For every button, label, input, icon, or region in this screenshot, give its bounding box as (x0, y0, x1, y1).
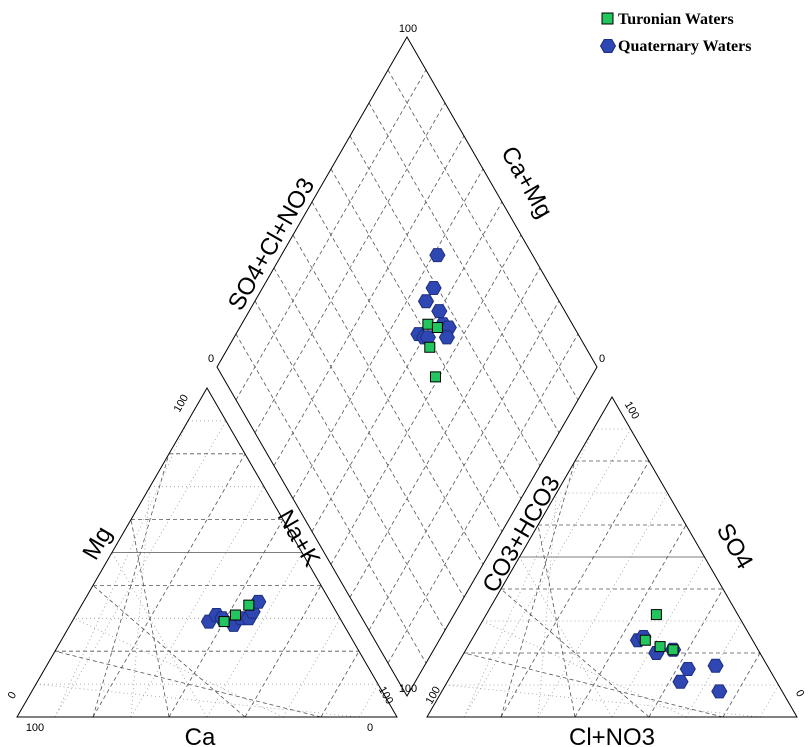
cation-grid-line (244, 585, 322, 718)
anion-left-axis-label: CO3+HCO3 (477, 471, 565, 597)
turonian-cation-point (230, 609, 241, 621)
anion-grid-line (611, 556, 705, 718)
anion-tick-right-side: 0 (793, 688, 806, 699)
anion-tick-left-base: 100 (424, 685, 444, 707)
diamond-grid-line (368, 102, 560, 433)
anion-grid-line (463, 428, 594, 718)
anion-grid-line (500, 588, 650, 718)
cation-bottom-axis-label: Ca (185, 724, 216, 747)
cation-grid-line (358, 683, 379, 718)
anion-grid-line (463, 652, 724, 718)
diamond-grid-line (292, 168, 484, 499)
diamond-grid-line (254, 300, 446, 631)
diamond-left-axis-label: SO4+Cl+NO3 (223, 173, 320, 315)
cation-grid-line (35, 683, 360, 718)
cation-tick-left-side: 0 (6, 690, 19, 701)
anion-grid-line (537, 492, 557, 718)
turonian-anion-point (639, 634, 651, 646)
diamond-tick-left: 0 (208, 353, 214, 365)
diamond-grid-line (387, 333, 579, 664)
diamond-tick-top: 100 (399, 23, 417, 35)
cation-grid-line (206, 552, 303, 718)
cation-tick-bottom-right: 0 (367, 722, 373, 734)
quaternary-anion-point (672, 674, 689, 689)
frame-layer (16, 35, 798, 718)
anion-right-axis-label: SO4 (711, 519, 758, 574)
turonian-legend-label: Turonian Waters (618, 11, 734, 28)
anion-grid-line (519, 556, 613, 718)
diamond-grid-line (387, 69, 579, 401)
cation-grid-line (130, 519, 170, 718)
points-layer (200, 248, 728, 699)
turonian-diamond-point (422, 318, 434, 330)
diamond-right-axis-label: Ca+Mg (495, 142, 557, 223)
cation-grid-line (282, 618, 341, 718)
cation-grid-line (73, 617, 284, 718)
diamond-grid-line (292, 234, 484, 565)
quaternary-anion-point (707, 658, 724, 673)
cation-grid-line (320, 650, 360, 718)
diamond-grid-line (349, 135, 541, 466)
diamond-tick-right: 0 (599, 353, 605, 365)
cation-grid-line (92, 585, 246, 718)
cation-grid-line (54, 420, 227, 718)
anion-grid-line (685, 620, 742, 718)
cation-grid-line (130, 486, 151, 718)
quaternary-diamond-point (429, 248, 446, 263)
diamond-grid-line (349, 267, 541, 598)
anion-grid-line (648, 588, 724, 718)
turonian-anion-point (650, 609, 662, 621)
cation-left-axis-label: Mg (77, 522, 117, 564)
turonian-legend-marker (601, 12, 614, 25)
turonian-diamond-point (424, 341, 436, 353)
diamond-frame (216, 35, 598, 697)
diamond-tick-bottom: 100 (399, 683, 417, 695)
anion-grid-line (537, 492, 668, 718)
cation-tick-right-base: 100 (376, 685, 396, 707)
cation-grid-line (54, 420, 189, 718)
legend: Turonian Waters Quaternary Waters (599, 11, 751, 55)
cation-grid-line (111, 552, 208, 718)
cation-tick-bottom-left: 100 (26, 722, 44, 734)
turonian-anion-point (654, 641, 666, 653)
quaternary-diamond-point (417, 294, 435, 309)
anion-grid-line (759, 684, 779, 718)
anion-grid-line (445, 684, 761, 718)
quaternary-anion-point (711, 684, 728, 699)
cation-grid-line (130, 486, 265, 718)
quaternary-legend-label: Quaternary Waters (618, 38, 751, 55)
quaternary-diamond-point (431, 304, 448, 319)
anion-grid-line (537, 524, 576, 718)
turonian-cation-point (218, 616, 230, 628)
quaternary-legend-marker (599, 39, 617, 53)
quaternary-anion-point (679, 662, 696, 676)
diamond-grid-line (254, 102, 446, 433)
quaternary-diamond-point (425, 281, 442, 295)
grid-layer (35, 69, 779, 718)
diamond-grid-line (311, 201, 503, 532)
cation-triangle-frame (16, 387, 398, 718)
turonian-diamond-point (431, 322, 443, 334)
cation-grid-line (54, 650, 322, 718)
quaternary-diamond-point (438, 330, 455, 345)
anion-triangle-frame (426, 396, 798, 718)
anion-grid-line (722, 652, 761, 718)
cation-grid-line (92, 453, 246, 718)
turonian-anion-point (667, 644, 679, 656)
anion-bottom-axis-label: Cl+NO3 (569, 724, 655, 747)
cation-right-axis-label: Na+K (272, 505, 326, 571)
turonian-diamond-point (430, 371, 441, 383)
turonian-cation-point (243, 599, 255, 611)
cation-tick-apex: 100 (172, 393, 192, 415)
diamond-grid-line (330, 234, 522, 565)
diamond-grid-line (368, 300, 560, 631)
anion-grid-line (482, 620, 687, 718)
